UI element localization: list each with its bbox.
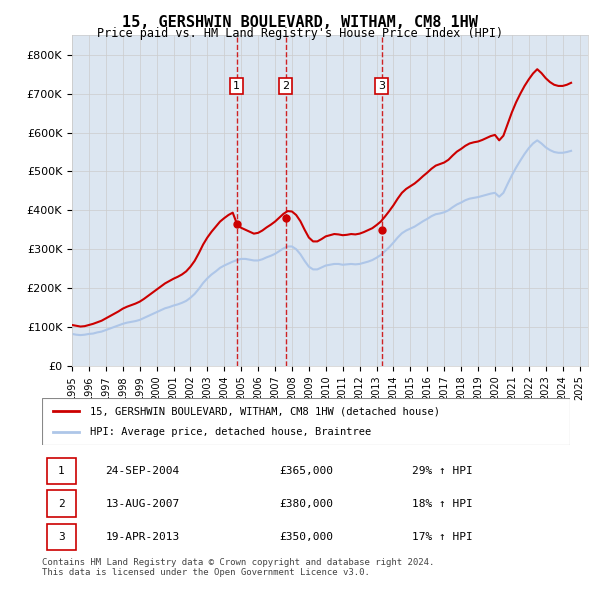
- Text: 2: 2: [58, 499, 65, 509]
- Text: 1: 1: [233, 81, 240, 91]
- Text: 3: 3: [58, 532, 65, 542]
- Text: 24-SEP-2004: 24-SEP-2004: [106, 467, 179, 476]
- Text: Contains HM Land Registry data © Crown copyright and database right 2024.
This d: Contains HM Land Registry data © Crown c…: [42, 558, 434, 577]
- Text: 3: 3: [378, 81, 385, 91]
- Text: HPI: Average price, detached house, Braintree: HPI: Average price, detached house, Brai…: [89, 427, 371, 437]
- Text: £350,000: £350,000: [280, 532, 334, 542]
- FancyBboxPatch shape: [47, 458, 76, 484]
- FancyBboxPatch shape: [47, 490, 76, 517]
- Text: 15, GERSHWIN BOULEVARD, WITHAM, CM8 1HW (detached house): 15, GERSHWIN BOULEVARD, WITHAM, CM8 1HW …: [89, 407, 440, 417]
- Text: 17% ↑ HPI: 17% ↑ HPI: [412, 532, 472, 542]
- Text: 29% ↑ HPI: 29% ↑ HPI: [412, 467, 472, 476]
- Text: 15, GERSHWIN BOULEVARD, WITHAM, CM8 1HW: 15, GERSHWIN BOULEVARD, WITHAM, CM8 1HW: [122, 15, 478, 30]
- Text: 1: 1: [58, 467, 65, 476]
- Text: £380,000: £380,000: [280, 499, 334, 509]
- FancyBboxPatch shape: [42, 398, 570, 445]
- Text: Price paid vs. HM Land Registry's House Price Index (HPI): Price paid vs. HM Land Registry's House …: [97, 27, 503, 40]
- Text: 13-AUG-2007: 13-AUG-2007: [106, 499, 179, 509]
- Text: 19-APR-2013: 19-APR-2013: [106, 532, 179, 542]
- FancyBboxPatch shape: [47, 523, 76, 550]
- Text: £365,000: £365,000: [280, 467, 334, 476]
- Text: 2: 2: [282, 81, 289, 91]
- Text: 18% ↑ HPI: 18% ↑ HPI: [412, 499, 472, 509]
